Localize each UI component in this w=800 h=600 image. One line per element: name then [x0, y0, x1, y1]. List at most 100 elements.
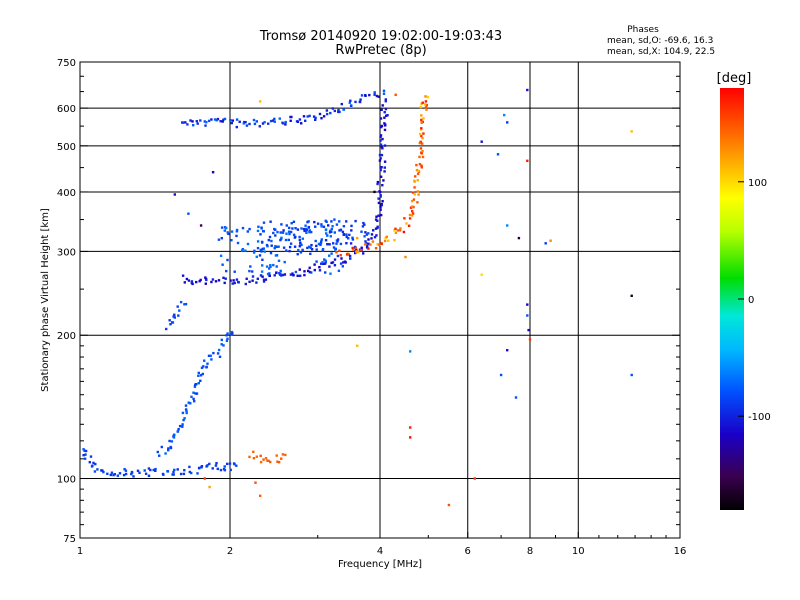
point-o-mode-f2-trace: [379, 157, 382, 160]
point-o-mode-e-f1-rise: [230, 330, 234, 334]
point-o-mode-e-f1-rise: [160, 445, 163, 449]
point-o-mode-multi-hop: [322, 115, 326, 118]
point-o-mode-f1-band: [353, 249, 356, 252]
point-o-mode-f2-trace: [380, 153, 384, 157]
point-o-mode-low-layer: [83, 457, 87, 460]
point-o-mode-multi-hop: [248, 122, 251, 126]
point-o-mode-f2-trace: [233, 281, 236, 285]
point-o-mode-f1-band: [319, 243, 322, 247]
point-o-mode-scattered-f: [287, 230, 291, 233]
point-o-mode-multi-hop: [199, 119, 202, 122]
point-o-mode-scattered-f: [331, 225, 334, 228]
point-x-mode-f2-trace: [411, 210, 414, 213]
point-o-mode-f1-band: [334, 247, 337, 250]
point-o-mode-multi-hop: [223, 117, 227, 121]
point-o-mode-low-layer: [152, 468, 155, 472]
point-o-mode-f2-trace: [370, 233, 374, 236]
point-x-mode-f2-trace: [413, 186, 416, 189]
point-o-mode-e-f1-rise: [183, 417, 186, 420]
point-x-mode-f2-trace: [407, 224, 411, 227]
point-o-mode-scattered-f: [299, 251, 303, 254]
point-o-mode-multi-hop: [359, 98, 362, 101]
point-o-mode-f2-trace: [331, 261, 335, 264]
point-isolated: [526, 159, 529, 162]
y-tick-label: 500: [57, 142, 76, 153]
point-o-mode-f2-trace: [261, 275, 264, 278]
point-x-mode-f2-trace: [399, 227, 402, 230]
point-o-mode-f-cusp: [173, 313, 176, 316]
point-o-mode-f2-trace: [291, 272, 294, 275]
point-o-mode-scattered-f: [225, 269, 228, 273]
point-o-mode-f2-trace: [217, 279, 221, 282]
point-o-mode-f2-trace: [367, 238, 370, 241]
point-isolated: [517, 236, 521, 240]
point-o-mode-scattered-f: [221, 263, 224, 266]
point-o-mode-f1-band: [288, 232, 291, 236]
point-isolated: [473, 477, 476, 480]
point-o-mode-scattered-f: [255, 255, 258, 258]
point-o-mode-scattered-f: [326, 234, 329, 237]
point-o-mode-f2-trace: [377, 197, 380, 200]
point-o-mode-low-layer: [82, 454, 85, 457]
point-o-mode-multi-hop: [382, 89, 386, 92]
point-o-mode-f-cusp: [171, 321, 175, 324]
point-o-mode-f2-trace: [211, 278, 215, 281]
point-o-mode-e-f1-rise: [199, 379, 202, 382]
point-x-mode-f2-trace: [426, 95, 430, 99]
point-o-mode-f-cusp: [165, 327, 168, 331]
point-o-mode-multi-hop: [333, 109, 336, 113]
point-o-mode-f2-trace: [380, 108, 383, 111]
point-o-mode-low-layer: [84, 449, 88, 453]
point-o-mode-low-layer: [90, 465, 94, 468]
point-o-mode-scattered-f: [272, 263, 275, 267]
point-o-mode-f1-band: [267, 238, 270, 242]
point-o-mode-f2-trace: [383, 166, 386, 169]
x-tick-label: 2: [227, 546, 233, 557]
point-o-mode-multi-hop: [184, 121, 187, 124]
point-o-mode-scattered-f: [324, 228, 328, 232]
point-x-mode-f2-trace: [339, 254, 342, 257]
point-o-mode-f1-band: [307, 220, 310, 223]
point-o-mode-low-layer: [229, 468, 232, 472]
point-o-mode-e-f1-rise: [184, 408, 188, 411]
point-x-mode-f2-trace: [355, 250, 358, 254]
point-o-mode-low-layer: [200, 465, 204, 468]
point-isolated: [373, 190, 376, 194]
point-x-mode-f2-trace: [393, 229, 396, 232]
point-x-mode-low-echoes: [275, 454, 278, 457]
point-o-mode-multi-hop: [338, 110, 341, 114]
point-o-mode-f1-band: [314, 239, 317, 243]
point-o-mode-low-layer: [82, 448, 85, 451]
point-o-mode-multi-hop: [253, 122, 257, 126]
point-x-mode-f2-trace: [402, 230, 406, 234]
point-o-mode-multi-hop: [325, 112, 329, 116]
point-x-mode-f2-trace: [413, 193, 416, 196]
point-o-mode-f2-trace: [344, 261, 347, 264]
point-o-mode-e-f1-rise: [197, 382, 200, 385]
point-o-mode-multi-hop: [360, 94, 364, 97]
point-o-mode-f2-trace: [374, 218, 378, 221]
point-o-mode-e-f1-rise: [193, 400, 196, 403]
point-x-mode-f2-trace: [416, 179, 419, 182]
colorbar-tick-label: -100: [748, 412, 771, 423]
point-o-mode-multi-hop: [364, 94, 367, 97]
point-o-mode-f2-trace: [377, 201, 381, 205]
point-o-mode-f2-trace: [303, 270, 306, 273]
point-o-mode-low-layer: [96, 468, 99, 471]
point-o-mode-multi-hop: [342, 108, 346, 111]
point-o-mode-f2-trace: [298, 268, 301, 271]
point-o-mode-f2-trace: [378, 153, 382, 157]
point-o-mode-f2-trace: [256, 277, 259, 280]
point-o-mode-low-layer: [172, 470, 175, 474]
point-o-mode-multi-hop: [340, 102, 343, 106]
point-o-mode-e-f1-rise: [170, 440, 174, 443]
point-o-mode-multi-hop: [304, 119, 307, 122]
point-o-mode-scattered-f: [236, 241, 240, 245]
point-o-mode-low-layer: [188, 470, 191, 474]
point-o-mode-f2-trace: [379, 134, 383, 137]
point-o-mode-f2-trace: [376, 182, 379, 186]
point-o-mode-f2-trace: [224, 277, 227, 280]
chart-title: Tromsø 20140920 19:02:00-19:03:43: [259, 29, 502, 44]
point-o-mode-scattered-f: [288, 226, 291, 230]
stats-o-mode: mean, sd,O: -69.6, 16.3: [607, 36, 713, 46]
